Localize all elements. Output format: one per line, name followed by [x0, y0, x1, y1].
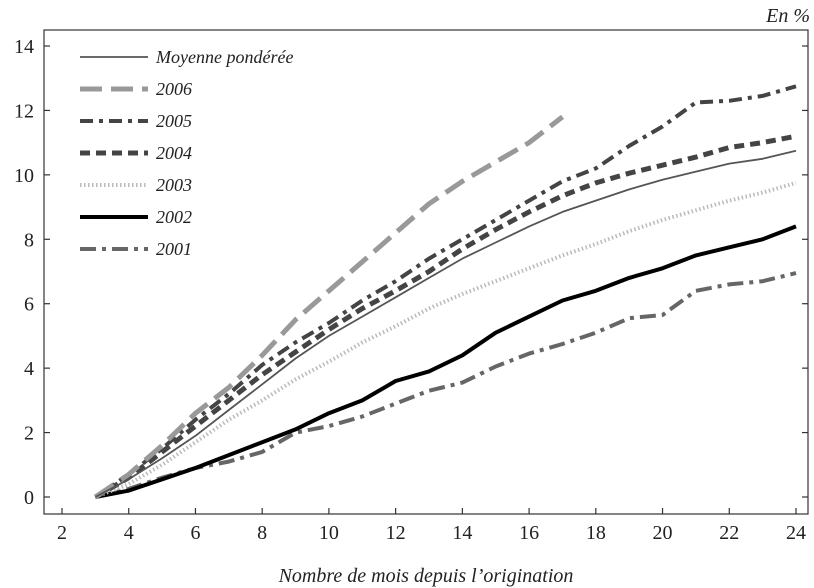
- x-tick-label: 22: [719, 522, 739, 544]
- series-line-2005: [94, 84, 797, 499]
- legend-label: 2003: [156, 175, 192, 195]
- legend-label: Moyenne pondérée: [155, 47, 293, 67]
- plot-area-border: [43, 29, 809, 515]
- y-tick-label: 14: [14, 36, 34, 58]
- series-line-2003: [94, 180, 797, 499]
- x-tick-label: 2: [57, 522, 67, 544]
- x-tick-label: 6: [190, 522, 200, 544]
- y-tick-label: 2: [24, 423, 34, 445]
- x-tick-label: 8: [257, 522, 267, 544]
- series-line-2001: [94, 271, 797, 499]
- y-tick-label: 0: [24, 487, 34, 509]
- legend: Moyenne pondérée 2006 2005 2004 2003 2002 2001: [80, 47, 293, 259]
- legend-label: 2001: [156, 239, 192, 259]
- legend-label: 2004: [156, 143, 192, 163]
- x-tick-label: 16: [519, 522, 539, 544]
- legend-label: 2006: [156, 79, 192, 99]
- y-tick-label: 12: [14, 100, 34, 122]
- x-tick-label: 4: [124, 522, 134, 544]
- y-tick-label: 6: [24, 294, 34, 316]
- series-lines: [93, 84, 797, 500]
- y-tick-label: 4: [24, 358, 34, 380]
- x-tick-label: 12: [386, 522, 406, 544]
- x-axis-label: Nombre de mois depuis l’origination: [278, 565, 574, 587]
- x-tick-label: 24: [786, 522, 806, 544]
- legend-label: 2005: [156, 111, 192, 131]
- x-tick-label: 20: [653, 522, 673, 544]
- x-tick-label: 10: [319, 522, 339, 544]
- y-tick-label: 8: [24, 229, 34, 251]
- series-line-2002: [95, 224, 797, 499]
- x-tick-label: 14: [452, 522, 472, 544]
- series-line-2004: [94, 133, 797, 500]
- series-line-2006: [93, 114, 565, 500]
- series-line-moyenne-pondérée: [94, 149, 797, 498]
- unit-label: En %: [765, 5, 810, 27]
- legend-label: 2002: [156, 207, 192, 227]
- y-tick-label: 10: [14, 165, 34, 187]
- x-tick-label: 18: [586, 522, 606, 544]
